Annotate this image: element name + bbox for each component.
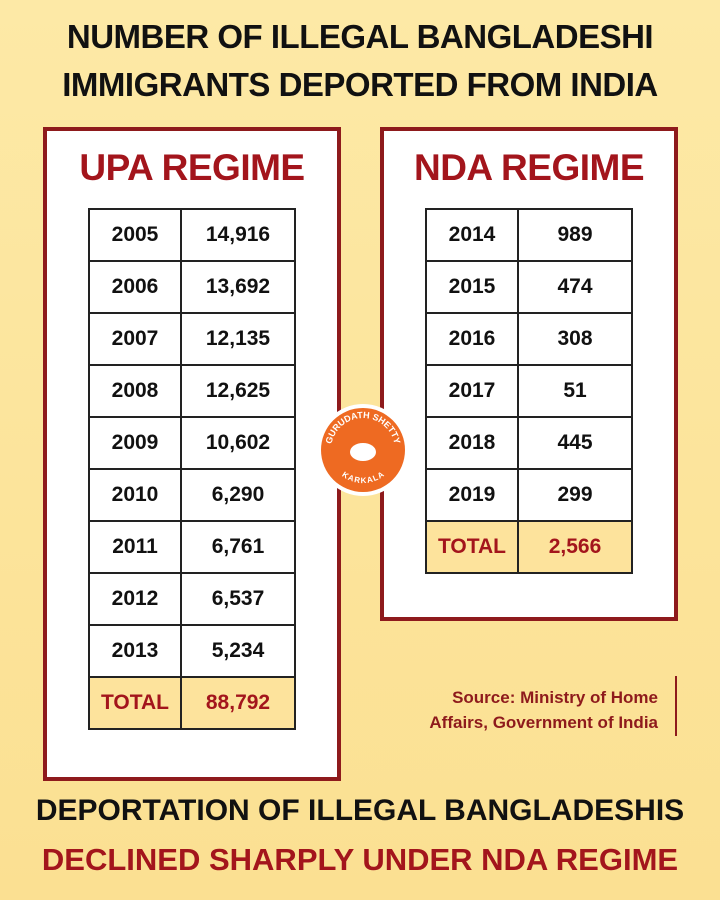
value-cell: 6,537: [180, 572, 296, 626]
year-cell: 2010: [88, 468, 182, 522]
source-rule: [675, 676, 677, 736]
year-cell: TOTAL: [88, 676, 182, 730]
upa-panel: UPA REGIME 2005 14,916 2006 13,692 2007 12,13…: [43, 127, 341, 781]
value-cell: 12,625: [180, 364, 296, 418]
table-row: 2008 12,625: [88, 364, 296, 418]
table-row: 2012 6,537: [88, 572, 296, 626]
panel-heading: UPA REGIME: [79, 147, 305, 188]
source-line: Affairs, Government of India: [429, 713, 658, 732]
year-cell: 2015: [425, 260, 519, 314]
year-cell: 2016: [425, 312, 519, 366]
table-row: 2005 14,916: [88, 208, 296, 262]
table-row: 2013 5,234: [88, 624, 296, 678]
table-row: 2006 13,692: [88, 260, 296, 314]
source-line: Source: Ministry of Home: [452, 688, 658, 707]
year-cell: 2005: [88, 208, 182, 262]
value-cell: 10,602: [180, 416, 296, 470]
year-cell: 2019: [425, 468, 519, 522]
value-cell: 308: [517, 312, 633, 366]
value-cell: 6,761: [180, 520, 296, 574]
table-row: 2007 12,135: [88, 312, 296, 366]
footer-line: DEPORTATION OF ILLEGAL BANGLADESHIS: [35, 794, 685, 827]
table-row: 2011 6,761: [88, 520, 296, 574]
table-row: 2009 10,602: [88, 416, 296, 470]
value-cell: 2,566: [517, 520, 633, 574]
value-cell: 5,234: [180, 624, 296, 678]
footer-line: DECLINED SHARPLY UNDER NDA REGIME: [41, 842, 679, 877]
data-table: 2005 14,916 2006 13,692 2007 12,135 2008 12,625…: [88, 208, 296, 730]
logo: GURUDATH SHETTY KARKALA: [317, 404, 409, 496]
nda-panel: NDA REGIME 2014 989 2015 474 2016 308 2017 51 20…: [380, 127, 678, 621]
value-cell: 474: [517, 260, 633, 314]
data-table: 2014 989 2015 474 2016 308 2017 51 2018 445 2019 29…: [425, 208, 633, 574]
table-row: 2017 51: [425, 364, 633, 418]
year-cell: 2017: [425, 364, 519, 418]
title-line: IMMIGRANTS DEPORTED FROM INDIA: [62, 66, 658, 103]
table-row: 2018 445: [425, 416, 633, 470]
year-cell: 2014: [425, 208, 519, 262]
value-cell: 12,135: [180, 312, 296, 366]
year-cell: 2009: [88, 416, 182, 470]
total-row: TOTAL 2,566: [425, 520, 633, 574]
value-cell: 88,792: [180, 676, 296, 730]
year-cell: 2006: [88, 260, 182, 314]
panel-heading: NDA REGIME: [413, 147, 645, 188]
value-cell: 989: [517, 208, 633, 262]
table-row: 2010 6,290: [88, 468, 296, 522]
value-cell: 13,692: [180, 260, 296, 314]
table-row: 2016 308: [425, 312, 633, 366]
title-line: NUMBER OF ILLEGAL BANGLADESHI: [66, 18, 654, 55]
year-cell: 2011: [88, 520, 182, 574]
year-cell: 2007: [88, 312, 182, 366]
value-cell: 14,916: [180, 208, 296, 262]
value-cell: 299: [517, 468, 633, 522]
value-cell: 51: [517, 364, 633, 418]
table-row: 2019 299: [425, 468, 633, 522]
value-cell: 6,290: [180, 468, 296, 522]
year-cell: 2008: [88, 364, 182, 418]
total-row: TOTAL 88,792: [88, 676, 296, 730]
year-cell: TOTAL: [425, 520, 519, 574]
logo-drum: [350, 443, 376, 461]
year-cell: 2013: [88, 624, 182, 678]
value-cell: 445: [517, 416, 633, 470]
table-row: 2014 989: [425, 208, 633, 262]
year-cell: 2012: [88, 572, 182, 626]
table-row: 2015 474: [425, 260, 633, 314]
year-cell: 2018: [425, 416, 519, 470]
